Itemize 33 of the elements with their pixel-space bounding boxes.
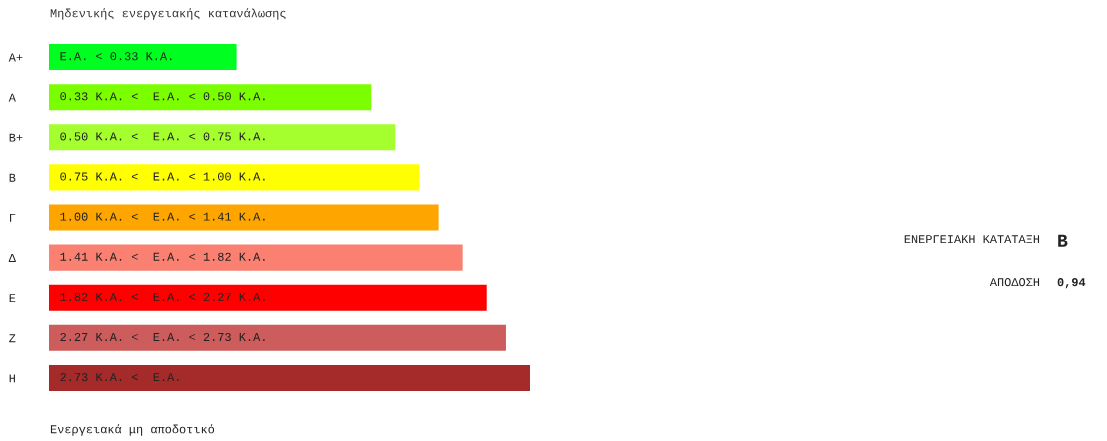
y-tick-label: Α [8, 93, 16, 102]
bar [49, 244, 463, 271]
annotation: 1.41 Κ.Α. < Ε.Α. < 1.82 Κ.Α. [60, 252, 265, 261]
bar [49, 204, 439, 231]
bar [49, 164, 420, 191]
text: ΕΝΕΡΓΕΙΑΚΗ ΚΑΤΑΤΑΞΗ [904, 235, 1040, 244]
y-tick-label: Δ [8, 254, 16, 262]
y-tick-label: Γ [10, 213, 16, 222]
annotation: 0.75 Κ.Α. < Ε.Α. < 1.00 Κ.Α. [60, 172, 265, 181]
text: ΑΠΟΔΟΣΗ [989, 278, 1040, 287]
bar [49, 44, 237, 71]
text: 0,94 [1057, 278, 1086, 289]
text: Ενεργειακά μη αποδοτικό [50, 424, 215, 436]
annotation: 1.82 Κ.Α. < Ε.Α. < 2.27 Κ.Α. [60, 292, 265, 301]
bar [49, 324, 506, 351]
annotation: Ε.Α. < 0.33 Κ.Α. [60, 52, 172, 61]
annotation: 0.50 Κ.Α. < Ε.Α. < 0.75 Κ.Α. [60, 132, 265, 141]
chart-title: Μηδενικής ενεργειακής κατανάλωσης [50, 8, 286, 20]
bar [49, 84, 372, 111]
annotation: 0.33 Κ.Α. < Ε.Α. < 0.50 Κ.Α. [60, 92, 265, 101]
bar [49, 284, 487, 311]
y-tick-label: Β [9, 173, 16, 182]
annotation: 2.73 Κ.Α. < Ε.Α. [60, 373, 179, 382]
annotation: 2.27 Κ.Α. < Ε.Α. < 2.73 Κ.Α. [60, 332, 265, 342]
y-tick-label: Β+ [9, 133, 23, 142]
y-tick-label: Ε [9, 294, 16, 303]
y-tick-label: Α+ [8, 53, 23, 62]
annotation: 1.00 Κ.Α. < Ε.Α. < 1.41 Κ.Α. [60, 212, 265, 221]
bar [49, 364, 530, 391]
text: Β [1058, 234, 1068, 247]
y-tick-label: Ζ [9, 334, 16, 343]
bar [49, 124, 396, 151]
y-tick-label: Η [9, 374, 15, 383]
